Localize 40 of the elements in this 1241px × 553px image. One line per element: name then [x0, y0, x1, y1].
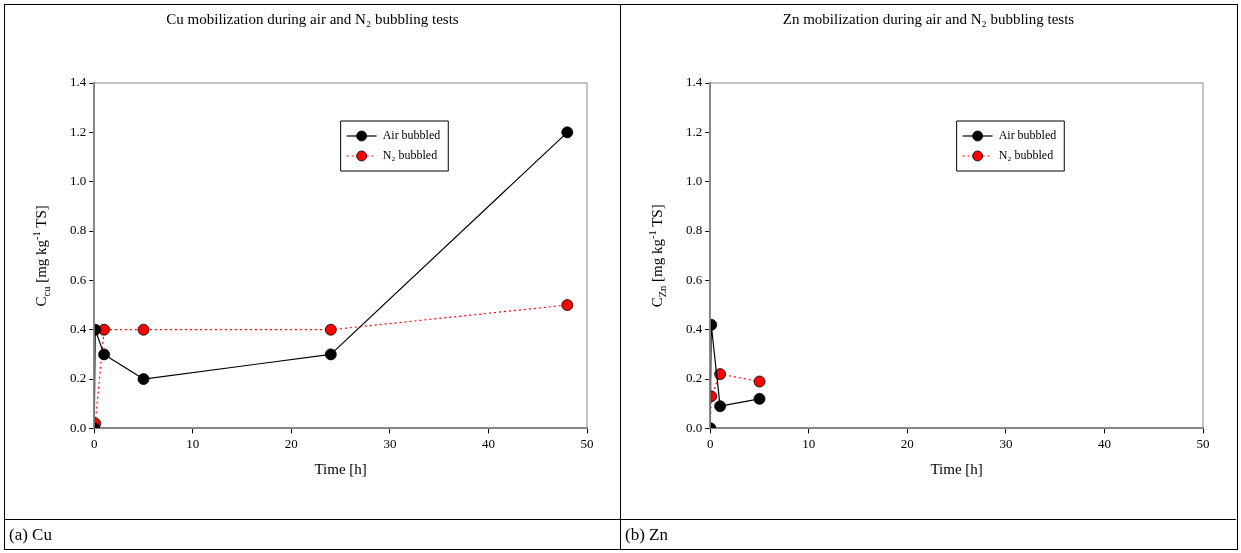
y-tick-label: 0.8	[686, 222, 703, 238]
x-axis-title: Time [h]	[314, 461, 367, 478]
y-axis-title: CZn [mg kg-1 TS]	[646, 204, 669, 308]
x-tick-label: 40	[1097, 435, 1111, 451]
y-tick-label: 0.6	[686, 271, 703, 287]
x-tick-label: 0	[707, 435, 714, 451]
chart-title: Cu mobilization during air and N₂ bubbling tests	[165, 11, 460, 28]
y-tick-label: 1.4	[70, 74, 87, 90]
x-tick-label: 30	[999, 435, 1013, 451]
x-tick-label: 50	[580, 435, 594, 451]
y-tick-label: 0.0	[686, 419, 703, 435]
y-tick-label: 1.2	[70, 123, 87, 139]
x-axis-title: Time [h]	[930, 461, 983, 478]
legend-label: N₂ bubbled	[998, 148, 1054, 163]
x-tick-label: 0	[91, 435, 98, 451]
y-tick-label: 0.0	[70, 419, 87, 435]
y-tick-label: 1.4	[686, 74, 703, 90]
y-tick-label: 0.4	[686, 321, 703, 337]
chart-title: Zn mobilization during air and N₂ bubbling tests	[781, 11, 1076, 28]
legend-label: N₂ bubbled	[382, 148, 438, 163]
legend-label: Air bubbled	[998, 128, 1057, 143]
text: (a) Cu	[5, 519, 620, 549]
y-tick-label: 1.2	[686, 123, 703, 139]
x-tick-label: 40	[481, 435, 495, 451]
legend-label: Air bubbled	[382, 128, 441, 143]
x-tick-label: 10	[186, 435, 200, 451]
y-axis-title: Ccu [mg kg-1 TS]	[30, 205, 53, 307]
y-tick-label: 0.4	[70, 321, 87, 337]
x-tick-label: 30	[383, 435, 397, 451]
x-tick-label: 20	[900, 435, 914, 451]
y-tick-label: 1.0	[70, 173, 87, 189]
x-tick-label: 20	[284, 435, 298, 451]
text: (b) Zn	[621, 519, 1236, 549]
y-tick-label: 1.0	[686, 173, 703, 189]
y-tick-label: 0.2	[686, 370, 703, 386]
y-tick-label: 0.8	[70, 222, 87, 238]
x-tick-label: 10	[802, 435, 816, 451]
y-tick-label: 0.2	[70, 370, 87, 386]
x-tick-label: 50	[1196, 435, 1210, 451]
y-tick-label: 0.6	[70, 271, 87, 287]
